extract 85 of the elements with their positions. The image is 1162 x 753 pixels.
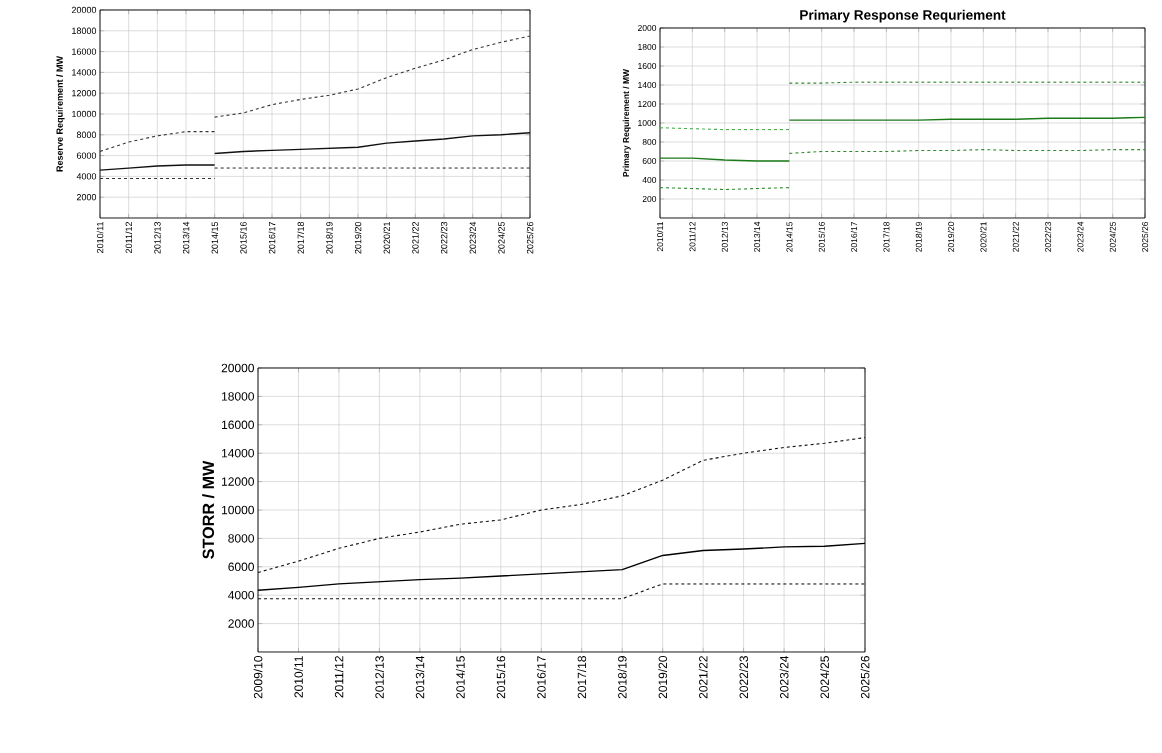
x-tick-label: 2015/16 bbox=[496, 656, 506, 699]
x-tick-label: 2020/21 bbox=[980, 221, 987, 252]
x-tick-label: 2019/20 bbox=[354, 221, 362, 254]
chart-title: Primary Response Requriement bbox=[800, 9, 1006, 23]
x-tick-label: 2016/17 bbox=[268, 221, 276, 254]
y-tick-label: 20000 bbox=[221, 363, 254, 373]
x-tick-label: 2011/12 bbox=[689, 221, 696, 252]
x-tick-label: 2014/15 bbox=[455, 656, 465, 699]
y-tick-label: 12000 bbox=[72, 90, 97, 97]
y-axis-title: STORR / MW bbox=[202, 460, 215, 559]
x-tick-label: 2015/16 bbox=[240, 221, 247, 254]
x-tick-label: 2021/22 bbox=[412, 221, 419, 254]
y-tick-label: 10000 bbox=[222, 505, 254, 515]
x-tick-label: 2024/25 bbox=[498, 221, 505, 254]
y-axis-title: Reserve Requirement / MW bbox=[56, 56, 65, 172]
x-tick-label: 2010/11 bbox=[96, 221, 104, 253]
x-tick-label: 2016/17 bbox=[536, 656, 546, 699]
x-tick-label: 2023/24 bbox=[469, 221, 476, 254]
y-tick-label: 8000 bbox=[76, 131, 97, 138]
x-tick-label: 2023/24 bbox=[779, 655, 789, 699]
x-tick-label: 2024/25 bbox=[1109, 221, 1116, 252]
x-tick-label: 2022/23 bbox=[739, 656, 749, 699]
x-tick-label: 2013/14 bbox=[415, 655, 425, 699]
y-tick-label: 14000 bbox=[222, 448, 254, 458]
y-tick-label: 200 bbox=[642, 195, 657, 202]
y-tick-label: 1400 bbox=[638, 81, 657, 88]
x-tick-label: 2011/12 bbox=[334, 656, 344, 698]
x-tick-label: 2012/13 bbox=[154, 221, 161, 254]
x-tick-label: 2018/19 bbox=[326, 221, 333, 254]
y-tick-label: 1600 bbox=[638, 62, 657, 69]
x-tick-label: 2013/14 bbox=[753, 221, 761, 252]
y-tick-label: 10000 bbox=[72, 110, 97, 118]
line-series bbox=[100, 131, 216, 152]
y-axis-title: Primary Requirement / MW bbox=[622, 68, 631, 177]
y-tick-label: 18000 bbox=[72, 27, 97, 34]
y-tick-label: 400 bbox=[642, 176, 657, 183]
x-tick-label: 2010/11 bbox=[656, 221, 664, 252]
y-tick-label: 2000 bbox=[76, 194, 97, 201]
x-tick-label: 2019/20 bbox=[947, 221, 955, 252]
x-tick-label: 2012/13 bbox=[721, 221, 728, 252]
x-tick-label: 2018/19 bbox=[915, 221, 922, 252]
y-tick-label: 1000 bbox=[638, 119, 657, 126]
x-tick-label: 2011/12 bbox=[125, 221, 132, 253]
x-tick-label: 2010/11 bbox=[294, 656, 303, 698]
x-tick-label: 2016/17 bbox=[850, 221, 858, 252]
x-tick-label: 2017/18 bbox=[297, 221, 304, 254]
y-tick-label: 14000 bbox=[72, 69, 97, 76]
y-tick-label: 8000 bbox=[228, 534, 254, 543]
y-tick-label: 4000 bbox=[228, 590, 254, 600]
y-tick-label: 16000 bbox=[72, 48, 97, 55]
x-tick-label: 2025/26 bbox=[860, 656, 870, 699]
y-tick-label: 800 bbox=[642, 138, 657, 145]
x-tick-label: 2022/23 bbox=[440, 221, 448, 254]
x-tick-label: 2015/16 bbox=[818, 221, 825, 252]
x-tick-label: 2025/26 bbox=[1141, 221, 1149, 252]
x-tick-label: 2014/15 bbox=[211, 221, 218, 254]
y-tick-label: 1800 bbox=[638, 43, 657, 50]
y-tick-label: 18000 bbox=[222, 392, 254, 401]
y-tick-label: 4000 bbox=[76, 173, 97, 180]
x-tick-label: 2019/20 bbox=[658, 656, 668, 699]
x-tick-label: 2009/10 bbox=[253, 656, 263, 699]
y-tick-label: 1200 bbox=[638, 100, 657, 107]
y-tick-label: 2000 bbox=[228, 619, 254, 628]
x-tick-label: 2023/24 bbox=[1077, 221, 1084, 252]
x-tick-label: 2022/23 bbox=[1044, 221, 1052, 252]
x-tick-label: 2014/15 bbox=[786, 221, 793, 252]
y-tick-label: 20000 bbox=[71, 6, 97, 14]
x-tick-label: 2024/25 bbox=[820, 656, 829, 699]
x-tick-label: 2021/22 bbox=[1012, 221, 1019, 252]
x-tick-label: 2021/22 bbox=[698, 656, 708, 699]
line-series bbox=[258, 437, 866, 574]
x-tick-label: 2017/18 bbox=[883, 221, 890, 252]
y-tick-label: 12000 bbox=[222, 477, 254, 486]
x-tick-label: 2020/21 bbox=[383, 221, 390, 254]
y-tick-label: 2000 bbox=[637, 24, 657, 31]
x-tick-label: 2018/19 bbox=[617, 656, 627, 699]
y-tick-label: 600 bbox=[642, 157, 657, 164]
x-tick-label: 2012/13 bbox=[375, 656, 384, 699]
y-tick-label: 16000 bbox=[222, 420, 254, 430]
line-series bbox=[214, 35, 530, 118]
y-tick-label: 6000 bbox=[76, 152, 97, 159]
y-tick-label: 6000 bbox=[228, 562, 254, 572]
x-tick-label: 2017/18 bbox=[577, 656, 587, 699]
x-tick-label: 2013/14 bbox=[182, 221, 190, 254]
x-tick-label: 2025/26 bbox=[526, 221, 534, 254]
